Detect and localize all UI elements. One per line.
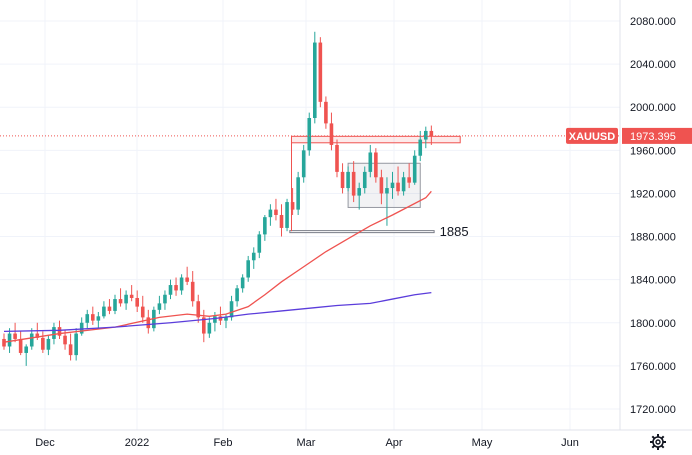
y-tick-label: 1840.000 [630, 275, 676, 287]
candle [324, 96, 328, 129]
candle [390, 171, 395, 199]
candle [263, 215, 267, 241]
candle [7, 328, 12, 353]
candle [401, 171, 406, 196]
candle [168, 279, 173, 300]
candle [124, 290, 128, 310]
x-tick-label: May [472, 437, 493, 449]
x-tick-label: Dec [35, 437, 55, 449]
candle [46, 335, 51, 356]
candle [41, 331, 45, 353]
y-tick-label: 1920.000 [630, 188, 676, 200]
candle [202, 309, 206, 343]
candle [107, 299, 112, 315]
candle [29, 328, 34, 350]
candle [190, 271, 195, 307]
x-tick-label: Mar [297, 437, 316, 449]
candle [118, 288, 123, 307]
y-tick-label: 2080.000 [630, 16, 676, 28]
candle [91, 306, 95, 325]
y-tick-label: 2040.000 [630, 59, 676, 71]
candle [129, 285, 134, 302]
candle [424, 126, 428, 149]
y-tick-label: 1880.000 [630, 232, 676, 244]
candle [257, 231, 262, 259]
candle [307, 112, 312, 156]
candle [379, 169, 384, 205]
candle [407, 163, 411, 189]
y-tick-label: 1800.000 [630, 318, 676, 330]
candle [329, 112, 334, 151]
candle [340, 163, 345, 194]
candle [374, 148, 378, 183]
candle [52, 322, 56, 345]
candle [102, 301, 106, 319]
last-price-label: 1973.395 [630, 131, 676, 143]
candle [163, 290, 167, 310]
candle [301, 144, 306, 183]
candle [18, 331, 23, 356]
resistance-zone [290, 135, 461, 144]
x-tick-label: Jun [561, 437, 579, 449]
candle [74, 328, 78, 361]
candle [24, 344, 28, 366]
candle [85, 309, 90, 329]
candle [174, 277, 178, 296]
y-tick-label: 1760.000 [630, 361, 676, 373]
candle [235, 285, 239, 307]
candle [318, 37, 323, 108]
candle [368, 144, 373, 178]
candle [335, 139, 339, 178]
candle [251, 247, 256, 269]
candle [274, 198, 278, 221]
candle [96, 312, 101, 330]
last-price-badge [622, 127, 692, 144]
candle [279, 204, 284, 237]
candle [146, 309, 151, 334]
candle [179, 274, 184, 295]
candle [268, 204, 273, 226]
candle [313, 31, 317, 124]
y-tick-label: 2000.000 [630, 102, 676, 114]
candle [113, 294, 117, 315]
candle [157, 295, 162, 315]
candle [285, 198, 289, 232]
y-tick-label: 1720.000 [630, 404, 676, 416]
candle [196, 294, 201, 323]
settings-gear-icon[interactable] [650, 434, 666, 450]
candle [68, 333, 73, 361]
candle [396, 166, 400, 196]
candle [429, 125, 434, 145]
candle [351, 161, 356, 203]
candle [79, 317, 84, 336]
candle [296, 171, 300, 215]
x-tick-label: Apr [385, 437, 402, 449]
x-tick-label: 2022 [125, 437, 149, 449]
candle [362, 166, 367, 194]
candle [13, 322, 17, 343]
candle [246, 255, 250, 282]
candle [240, 274, 245, 293]
symbol-badge [566, 127, 618, 144]
candle [290, 188, 295, 215]
x-tick-label: Feb [214, 437, 233, 449]
candle [218, 306, 223, 325]
candle [140, 295, 145, 323]
support-level-label: 1885 [440, 224, 469, 239]
candle [346, 166, 350, 192]
moving-average-slow-line [3, 291, 432, 333]
candle [135, 290, 139, 312]
symbol-label: XAUUSD [569, 131, 616, 143]
candle [412, 150, 417, 185]
moving-average-fast-line [3, 190, 432, 343]
y-tick-label: 1960.000 [630, 145, 676, 157]
candle [207, 317, 212, 338]
candle [357, 182, 361, 210]
candle [185, 266, 189, 286]
